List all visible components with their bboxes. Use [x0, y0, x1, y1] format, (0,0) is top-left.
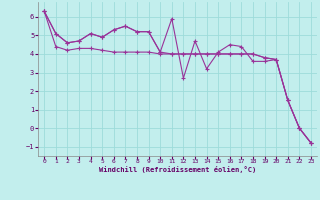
X-axis label: Windchill (Refroidissement éolien,°C): Windchill (Refroidissement éolien,°C): [99, 166, 256, 173]
